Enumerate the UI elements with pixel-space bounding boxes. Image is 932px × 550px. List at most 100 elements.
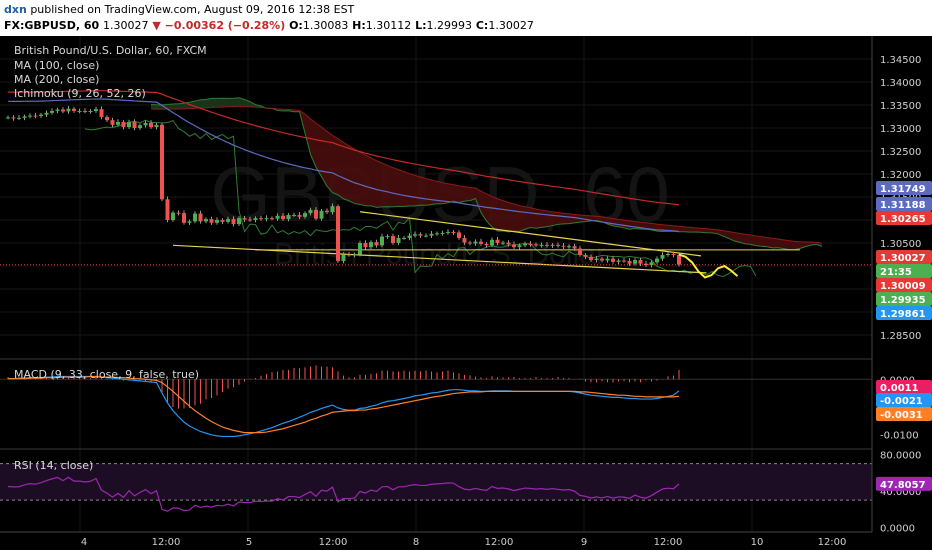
candle-body — [374, 242, 379, 246]
candle-body — [358, 243, 362, 255]
cloud-segment — [525, 206, 531, 230]
candle-body — [402, 237, 406, 239]
cloud-segment — [613, 218, 619, 227]
candle-body — [28, 115, 32, 117]
cloud-segment — [360, 152, 366, 206]
cloud-segment — [492, 196, 498, 232]
time-tick-label: 10 — [751, 537, 764, 548]
candle-body — [143, 122, 148, 126]
price-label: 1.30265 — [880, 214, 926, 225]
price-axis[interactable]: 1.34500 1.34000 1.33500 1.33000 1.32500 1.320… — [871, 36, 932, 550]
rsi-band — [0, 463, 872, 501]
cloud-segment — [228, 98, 234, 107]
macd-pane — [0, 365, 872, 438]
candle-body — [204, 219, 208, 222]
candle-body — [319, 210, 324, 219]
candle-body — [248, 219, 252, 221]
cloud-segment — [536, 209, 542, 229]
candle-body — [226, 219, 230, 222]
time-axis[interactable]: 4 12:00 5 12:00 8 12:00 9 12:00 10 12:00 — [0, 531, 932, 550]
forecast-line[interactable] — [678, 253, 739, 279]
candle-body — [611, 258, 615, 262]
candle-body — [644, 263, 648, 266]
cloud-segment — [684, 226, 690, 233]
candle-body — [39, 114, 43, 117]
cloud-segment — [332, 135, 338, 195]
time-tick-label: 4 — [81, 537, 87, 548]
cloud-segment — [448, 183, 454, 203]
candle-body — [99, 109, 104, 117]
cloud-segment — [701, 228, 707, 233]
cloud-segment — [530, 207, 536, 229]
cloud-segment — [541, 210, 547, 228]
candle-body — [242, 218, 247, 220]
price-label: 21:35 — [880, 267, 912, 278]
candle-body — [116, 122, 120, 125]
price-label: 1.29935 — [880, 295, 926, 306]
candle-body — [336, 206, 340, 261]
candle-body — [220, 220, 225, 222]
cloud-segment — [233, 97, 239, 107]
candle-body — [545, 244, 549, 246]
price-label: 1.30027 — [880, 253, 926, 264]
candle-body — [666, 254, 670, 256]
author-link[interactable]: dxn — [4, 3, 27, 16]
price-label: 1.31188 — [880, 200, 926, 211]
candle-body — [391, 236, 395, 243]
cloud-segment — [453, 184, 459, 203]
chart-area[interactable]: GBPUSD, 60 British Pound/U.S. Dollar 1.3… — [0, 36, 932, 550]
cloud-segment — [376, 160, 382, 208]
cloud-segment — [195, 99, 201, 109]
cloud-segment — [695, 227, 701, 233]
cloud-segment — [464, 186, 470, 202]
cloud-segment — [805, 241, 811, 247]
candle-body — [649, 262, 654, 266]
candle-body — [209, 219, 214, 223]
macd-value-label: -0.0021 — [880, 396, 923, 407]
price-tick-label: 1.34000 — [880, 78, 921, 89]
candle-body — [424, 235, 428, 237]
time-tick-label: 12:00 — [818, 537, 847, 548]
candle-body — [132, 122, 137, 128]
symbol-name: FX:GBPUSD, 60 — [4, 19, 100, 32]
cloud-segment — [497, 198, 503, 232]
legend-ichimoku: Ichimoku (9, 26, 52, 26) — [14, 87, 146, 100]
cloud-segment — [756, 235, 762, 247]
cloud-segment — [459, 185, 465, 203]
cloud-segment — [310, 118, 316, 168]
cloud-segment — [514, 203, 520, 232]
candle-body — [440, 232, 445, 234]
cloud-segment — [420, 176, 426, 206]
candle-body — [622, 260, 626, 262]
candle-body — [457, 232, 461, 238]
cloud-segment — [789, 240, 795, 250]
cloud-segment — [200, 99, 206, 109]
cloud-segment — [409, 173, 415, 207]
cloud-segment — [690, 227, 696, 233]
candle-body — [286, 214, 291, 220]
candle-body — [281, 215, 285, 220]
time-tick-label: 12:00 — [654, 537, 683, 548]
price-tick-label: 1.34500 — [880, 55, 921, 66]
macd-title: MACD (9, 33, close, 9, false, true) — [14, 368, 199, 381]
candle-body — [341, 254, 346, 261]
time-tick-label: 12:00 — [319, 537, 348, 548]
price-tick-label: 1.33500 — [880, 101, 921, 112]
trend-channel[interactable] — [0, 211, 872, 274]
candle-body — [149, 122, 153, 128]
cloud-segment — [211, 98, 217, 108]
candle-body — [446, 231, 450, 233]
legend-ma100: MA (100, close) — [14, 59, 99, 72]
price-label: 1.29861 — [880, 309, 926, 320]
candle-body — [88, 110, 93, 112]
candle-body — [160, 124, 164, 200]
last-price: 1.30027 — [103, 19, 149, 32]
legend-title: British Pound/U.S. Dollar, 60, FXCM — [14, 44, 207, 57]
candle-body — [671, 254, 676, 256]
rsi-value-label-box — [876, 476, 932, 491]
candle-body — [462, 237, 467, 243]
candle-body — [435, 233, 439, 235]
cloud-segment — [404, 171, 410, 207]
price-label-box — [876, 181, 932, 195]
cloud-segment — [547, 211, 553, 227]
